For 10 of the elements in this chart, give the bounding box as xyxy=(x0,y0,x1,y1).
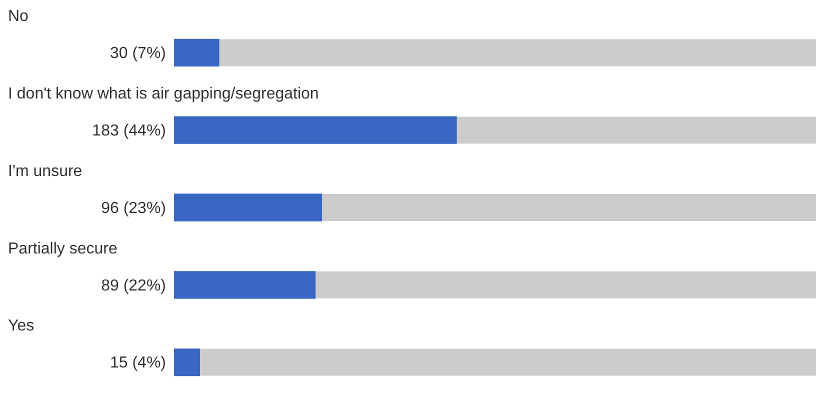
data-label: 89 (22%) xyxy=(101,277,166,294)
y-tick-label: I don't know what is air gapping/segregation xyxy=(8,86,319,103)
y-tick-label: Partially secure xyxy=(8,240,118,258)
y-tick-label: I'm unsure xyxy=(8,162,82,180)
y-tick-label: Yes xyxy=(8,318,34,335)
y-tick-label: No xyxy=(8,8,29,26)
data-label: 96 (23%) xyxy=(101,200,166,217)
data-label: 30 (7%) xyxy=(110,45,166,62)
data-label: 15 (4%) xyxy=(110,354,166,372)
data-label: 183 (44%) xyxy=(92,122,166,140)
